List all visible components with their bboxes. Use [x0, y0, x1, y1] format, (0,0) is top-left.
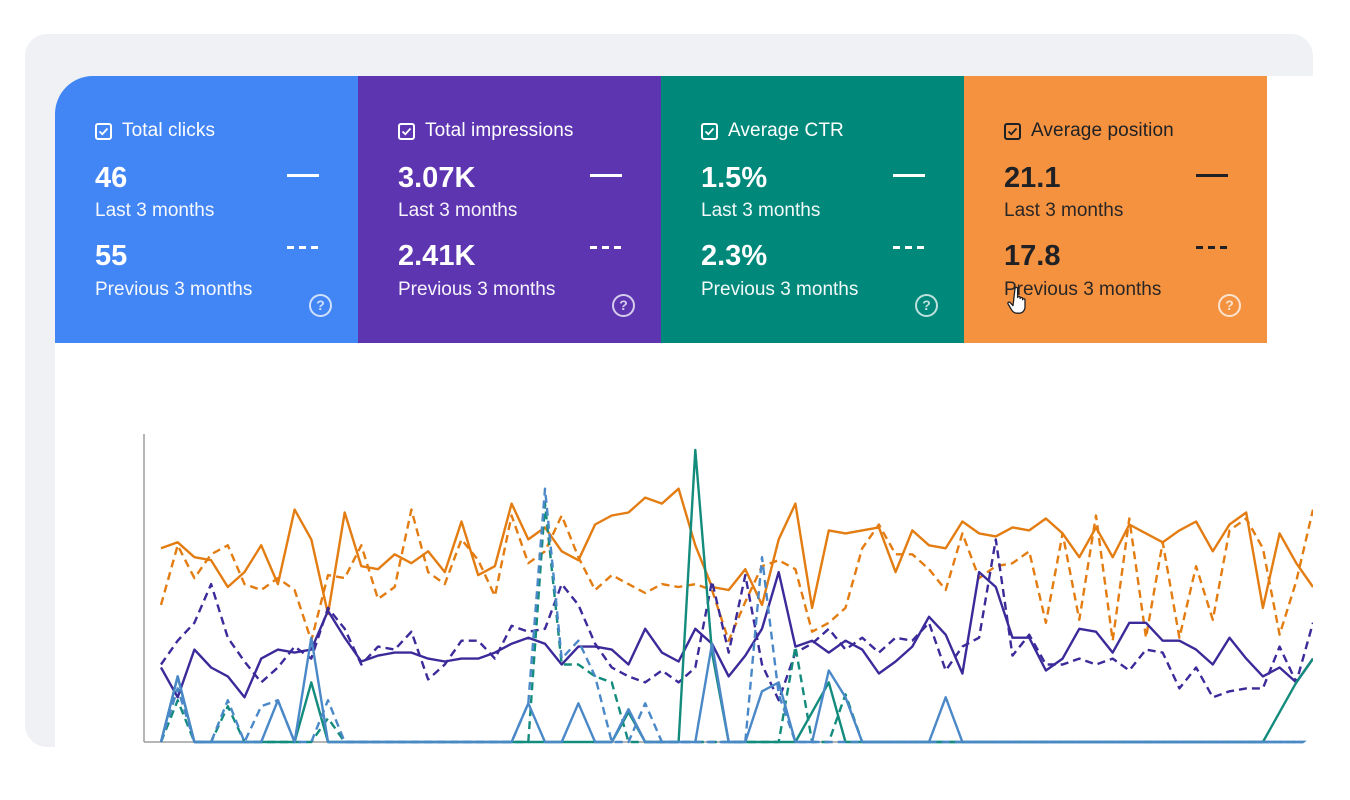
solid-line-legend [1196, 174, 1228, 177]
previous-value: 55 [95, 240, 128, 272]
checkbox-checked-icon[interactable] [398, 122, 415, 140]
card-label: Average CTR [728, 120, 844, 141]
dashed-line-legend [590, 246, 622, 249]
series-line-2 [159, 508, 1313, 642]
dashed-line-legend [893, 246, 925, 249]
card-label: Total impressions [425, 120, 574, 141]
checkbox-checked-icon[interactable] [95, 122, 112, 140]
series-line-4 [160, 538, 1313, 702]
checkbox-checked-icon[interactable] [1004, 122, 1021, 140]
solid-line-legend [893, 174, 925, 177]
previous-period: Previous 3 months [701, 279, 859, 300]
metric-card-average-ctr[interactable]: Average CTR 1.5% Last 3 months 2.3% Prev… [661, 76, 964, 343]
previous-period: Previous 3 months [1004, 279, 1162, 300]
checkbox-checked-icon[interactable] [701, 122, 718, 140]
series-line-1 [160, 487, 1313, 616]
series-line-8 [159, 487, 1313, 744]
performance-line-chart[interactable] [55, 376, 1313, 747]
current-value: 1.5% [701, 162, 768, 194]
solid-line-legend [590, 174, 622, 177]
card-header[interactable]: Average CTR [701, 120, 844, 142]
dashboard-frame: Total clicks 46 Last 3 months 55 Previou… [25, 34, 1313, 747]
previous-value: 2.41K [398, 240, 476, 272]
previous-value: 17.8 [1004, 240, 1061, 272]
series-line-3 [159, 570, 1313, 699]
card-header[interactable]: Total impressions [398, 120, 573, 142]
chart-series-layer [159, 448, 1313, 744]
help-circle-icon[interactable]: ? [612, 294, 635, 317]
current-value: 46 [95, 162, 128, 194]
metric-card-total-clicks[interactable]: Total clicks 46 Last 3 months 55 Previou… [55, 76, 358, 343]
hand-pointer-icon [1007, 286, 1026, 314]
metric-card-total-impressions[interactable]: Total impressions 3.07K Last 3 months 2.… [358, 76, 661, 343]
help-circle-icon[interactable]: ? [309, 294, 332, 317]
dashed-line-legend [287, 246, 319, 249]
solid-line-legend [287, 174, 319, 177]
card-header[interactable]: Total clicks [95, 120, 215, 142]
current-period: Last 3 months [398, 200, 518, 221]
current-value: 3.07K [398, 162, 476, 194]
help-circle-icon[interactable]: ? [1218, 294, 1241, 317]
previous-period: Previous 3 months [95, 279, 253, 300]
performance-panel: Total clicks 46 Last 3 months 55 Previou… [55, 76, 1313, 747]
current-period: Last 3 months [701, 200, 821, 221]
card-label: Total clicks [122, 120, 216, 141]
metric-cards: Total clicks 46 Last 3 months 55 Previou… [55, 76, 1267, 343]
current-period: Last 3 months [1004, 200, 1124, 221]
card-header[interactable]: Average position [1004, 120, 1174, 142]
previous-period: Previous 3 months [398, 279, 556, 300]
current-period: Last 3 months [95, 200, 215, 221]
dashed-line-legend [1196, 246, 1228, 249]
card-label: Average position [1031, 120, 1174, 141]
help-circle-icon[interactable]: ? [915, 294, 938, 317]
previous-value: 2.3% [701, 240, 768, 272]
current-value: 21.1 [1004, 162, 1061, 194]
